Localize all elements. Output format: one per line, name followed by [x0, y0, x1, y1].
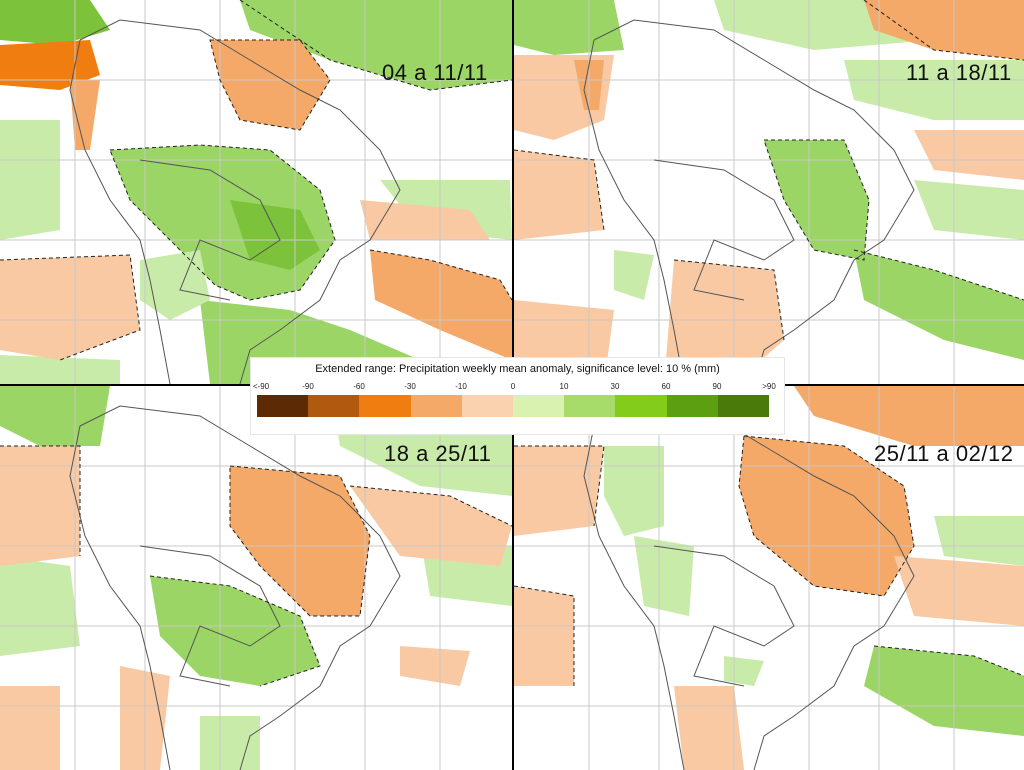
legend-tick: -30	[404, 382, 416, 391]
significance-contours	[0, 0, 512, 361]
map-week-2	[514, 0, 1024, 384]
country-borders	[69, 19, 401, 384]
legend-swatch	[564, 395, 616, 417]
legend-tick: >90	[762, 382, 776, 391]
legend-swatch	[461, 395, 514, 417]
legend-swatch	[257, 395, 309, 417]
period-label: 18 a 25/11	[384, 441, 492, 466]
legend-swatch	[666, 395, 718, 417]
country-borders	[69, 405, 401, 770]
period-label: 04 a 11/11	[382, 60, 488, 85]
map-panel-week-4: 25/11 a 02/12	[514, 386, 1024, 770]
legend-tick: -60	[353, 382, 365, 391]
legend-tick: 30	[610, 382, 620, 391]
significance-contours	[0, 445, 512, 687]
country-borders	[583, 19, 915, 384]
lat-lon-grid	[514, 386, 1024, 770]
legend-tick: 10	[559, 382, 569, 391]
legend-swatch	[717, 395, 770, 417]
legend-swatches	[257, 395, 770, 417]
legend-tick-labels: <-90 -90 -60 -30 -10 0 10 30 60 90 >90	[253, 382, 777, 394]
lat-lon-grid	[0, 386, 512, 770]
legend-swatch	[308, 395, 360, 417]
legend-swatch	[410, 395, 462, 417]
lat-lon-grid	[514, 0, 1024, 384]
legend-swatch	[359, 395, 411, 417]
legend-title: Extended range: Precipitation weekly mea…	[315, 363, 720, 375]
legend-swatch	[513, 395, 565, 417]
map-panel-week-3: 18 a 25/11	[0, 386, 512, 770]
significance-contours	[514, 0, 1024, 341]
legend-tick: 0	[510, 382, 516, 391]
legend-tick: -10	[455, 382, 467, 391]
lat-lon-grid	[0, 0, 512, 384]
period-label: 11 a 18/11	[906, 60, 1012, 85]
wet-anomaly-area	[514, 0, 1024, 360]
map-panel-week-1: 04 a 11/11	[0, 0, 512, 384]
color-scale-legend: Extended range: Precipitation weekly mea…	[250, 357, 785, 435]
legend-tick: -90	[302, 382, 314, 391]
legend-tick: 90	[712, 382, 722, 391]
dry-anomaly-area	[0, 40, 512, 360]
significance-contours	[514, 435, 1024, 686]
map-week-1	[0, 0, 512, 384]
map-panel-week-2: 11 a 18/11	[514, 0, 1024, 384]
period-label: 25/11 a 02/12	[874, 441, 1014, 466]
legend-tick: <-90	[252, 382, 270, 391]
wet-anomaly-area	[604, 446, 1024, 736]
legend-tick: 60	[661, 382, 671, 391]
map-week-4	[514, 386, 1024, 770]
dry-anomaly-area	[514, 386, 1024, 770]
legend-swatch	[615, 395, 667, 417]
